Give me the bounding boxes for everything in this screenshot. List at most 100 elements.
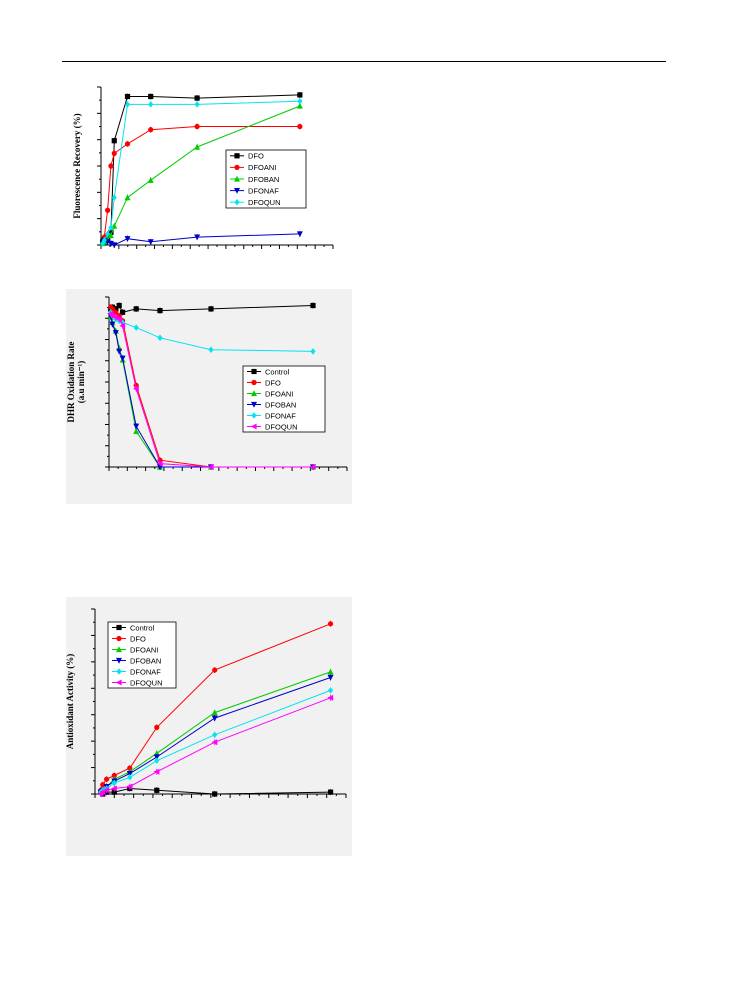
data-point <box>100 782 106 788</box>
data-point <box>194 143 201 150</box>
data-point <box>133 423 140 430</box>
data-point <box>154 757 160 764</box>
dhr-series-DFOQUN <box>107 311 316 470</box>
data-point <box>99 789 106 796</box>
data-point <box>124 236 131 242</box>
data-point <box>147 239 154 246</box>
dhr-chart: DHR Oxidation Rate (a.u min⁻¹) Control DFO D… <box>66 296 348 471</box>
data-point <box>327 668 334 675</box>
data-point <box>124 194 131 201</box>
legend-label: DFO <box>130 634 146 643</box>
data-point <box>212 731 218 738</box>
data-point <box>127 774 133 781</box>
data-point <box>107 240 114 247</box>
data-point <box>157 334 163 341</box>
data-point <box>211 739 218 746</box>
data-point <box>194 95 200 101</box>
data-point <box>296 231 303 238</box>
series-line <box>102 233 300 246</box>
data-point <box>153 768 160 775</box>
legend-marker <box>251 368 257 375</box>
data-point <box>111 194 117 201</box>
legend-box <box>107 621 177 689</box>
dhr-series-Control <box>108 302 316 316</box>
data-point <box>157 308 163 314</box>
data-point <box>207 464 214 470</box>
legend-label: DFOBAN <box>248 175 279 184</box>
legend-label: DFOANI <box>130 645 158 654</box>
data-point <box>107 232 114 239</box>
legend-label: Control <box>265 367 290 376</box>
data-point <box>124 93 131 100</box>
data-point <box>111 789 117 795</box>
legend-label: DFOBAN <box>265 400 296 409</box>
legend-label: DFONAF <box>265 411 296 420</box>
series-line <box>110 312 314 352</box>
data-point <box>208 306 214 312</box>
data-point <box>297 92 303 98</box>
legend-marker <box>116 657 122 664</box>
antioxidant-y-axis-label: Antioxidant Activity (%) <box>65 654 75 750</box>
legend-marker <box>116 646 122 653</box>
data-point <box>116 348 123 355</box>
data-point <box>309 464 316 470</box>
data-point <box>111 242 118 249</box>
data-point <box>148 93 154 100</box>
data-point <box>126 771 133 777</box>
data-point <box>148 127 154 133</box>
fluorescence-series-DFONAF <box>99 230 303 249</box>
legend-label: DFOBAN <box>130 656 161 665</box>
data-point <box>211 715 218 722</box>
data-point <box>327 621 334 627</box>
fluorescence-series-DFOQUN <box>100 98 303 247</box>
data-point <box>327 674 334 681</box>
legend-marker <box>115 679 122 686</box>
legend-marker <box>234 153 240 159</box>
data-point <box>212 667 218 673</box>
data-point <box>297 123 303 130</box>
data-point <box>111 138 117 144</box>
fluorescence-chart: Fluorescence Recovery (%) DFO DFOANI DFOBAN… <box>72 86 334 249</box>
data-point <box>154 787 160 793</box>
legend-label: DFOANI <box>248 163 276 172</box>
data-point <box>116 316 122 323</box>
legend-label: DFO <box>265 378 281 387</box>
data-point <box>108 224 114 231</box>
data-point <box>103 787 110 794</box>
legend-label: DFO <box>248 152 264 161</box>
legend-label: DFOQUN <box>265 422 298 431</box>
header-rule <box>62 61 666 62</box>
data-point <box>103 776 110 782</box>
legend-label: DFONAF <box>248 186 279 195</box>
data-point <box>296 102 303 109</box>
data-point <box>105 230 111 238</box>
legend-marker <box>116 635 122 642</box>
antioxidant-chart: Antioxidant Activity (%) Control DFO DFOANI… <box>65 608 347 798</box>
data-point <box>212 791 218 797</box>
legend-marker <box>234 199 240 206</box>
legend-marker <box>116 668 122 675</box>
data-point <box>111 779 117 787</box>
data-point <box>101 237 107 244</box>
legend-marker <box>251 390 257 397</box>
data-point <box>154 724 160 731</box>
data-point <box>111 772 117 779</box>
data-point <box>310 348 316 355</box>
legend-marker <box>234 175 240 182</box>
data-point <box>147 177 154 183</box>
data-point <box>194 123 200 130</box>
legend-marker <box>250 423 257 430</box>
data-point <box>124 101 131 108</box>
data-point <box>127 765 133 771</box>
data-point <box>327 789 334 795</box>
antioxidant-legend: Control DFO DFOANI DFOBAN DFONAF DFOQUN <box>107 621 177 689</box>
legend-box <box>242 365 326 433</box>
data-point <box>153 754 160 761</box>
legend-label: DFOQUN <box>130 678 163 687</box>
data-point <box>133 306 139 312</box>
data-point <box>113 306 119 312</box>
data-point <box>327 687 334 694</box>
data-point <box>126 783 133 790</box>
data-point <box>109 321 116 328</box>
data-point <box>208 346 214 353</box>
